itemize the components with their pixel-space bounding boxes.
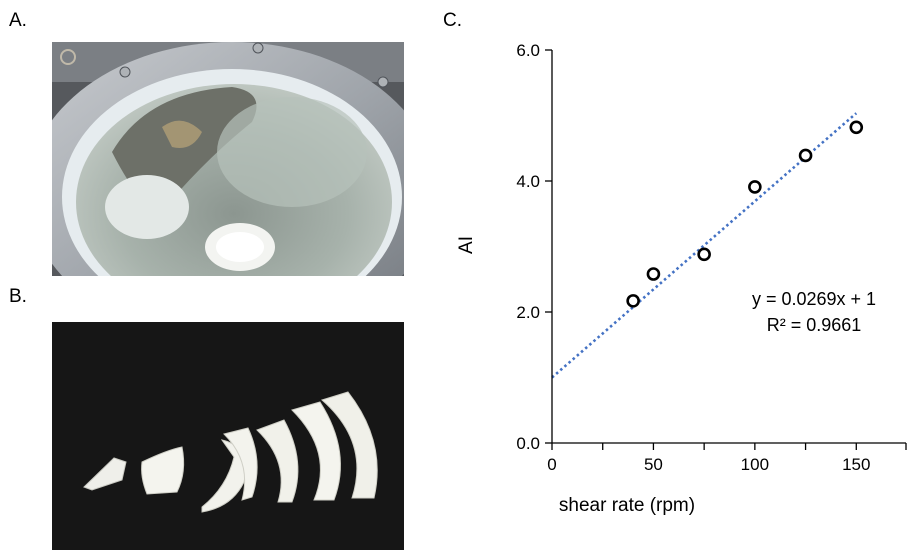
mixer-bowl-photo [52, 42, 404, 276]
x-tick-label: 50 [644, 455, 663, 474]
data-point [646, 267, 661, 281]
y-tick-label: 0.0 [516, 434, 540, 453]
trendline-equation: y = 0.0269x + 1 [752, 289, 876, 309]
panel-a-label: A. [9, 10, 27, 31]
shear-rate-ai-chart: 0.0 2.0 4.0 6.0 0 50 100 150 y = 0.0269x + 1 R²… [456, 41, 907, 516]
y-tick-label: 6.0 [516, 41, 540, 60]
x-tick-label: 150 [842, 455, 870, 474]
x-axis-title: shear rate (rpm) [559, 495, 695, 516]
panel-b-label: B. [9, 286, 27, 307]
data-point [849, 120, 864, 135]
y-axis-title: AI [456, 236, 477, 254]
data-point [748, 180, 762, 194]
data-point [697, 247, 711, 262]
sample-slices-photo [52, 322, 404, 550]
x-tick-label: 0 [547, 455, 556, 474]
trendline-r2: R² = 0.9661 [767, 315, 862, 335]
data-point [798, 148, 813, 163]
y-tick-label: 4.0 [516, 172, 540, 191]
y-tick-label: 2.0 [516, 303, 540, 322]
panel-c-label: C. [443, 10, 462, 31]
x-tick-label: 100 [741, 455, 769, 474]
data-point [626, 294, 640, 308]
